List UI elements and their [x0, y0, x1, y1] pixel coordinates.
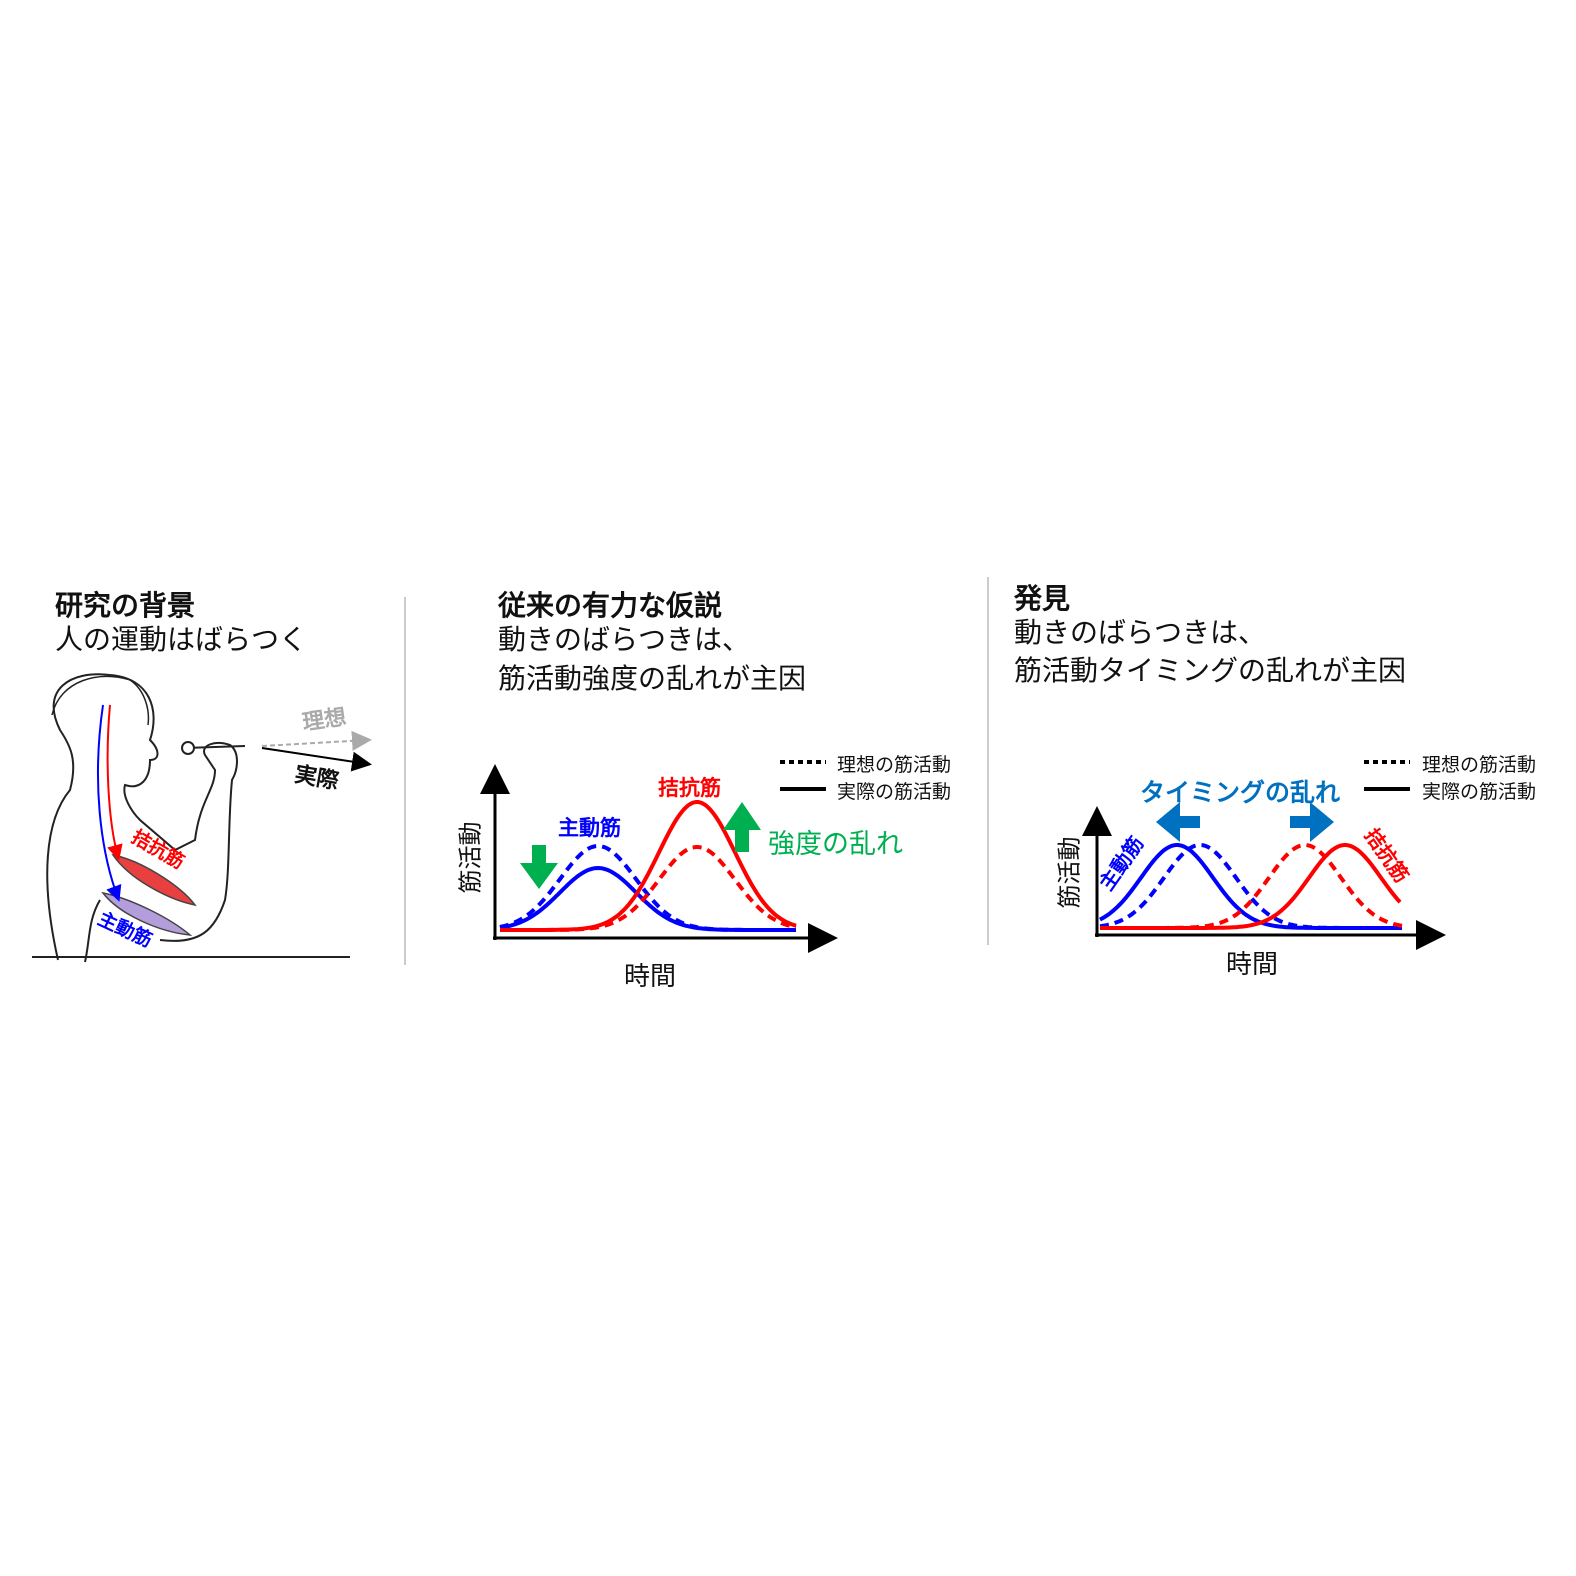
- increase-arrow-icon: [723, 802, 761, 852]
- legend-actual: 実際の筋活動: [837, 781, 952, 803]
- panel1-heading: 研究の背景: [55, 589, 196, 622]
- x-axis-label: 時間: [1226, 950, 1279, 980]
- timing-disorder-label: タイミングの乱れ: [1140, 778, 1341, 807]
- agonist-muscle: [101, 891, 193, 936]
- panel1-subtitle: 人の運動はばらつく: [55, 623, 308, 656]
- agonist-ideal-curve: [499, 843, 796, 932]
- agonist-actual-curve: [499, 865, 796, 932]
- agonist-label: 主動筋: [558, 816, 621, 840]
- decrease-arrow-icon: [520, 845, 558, 889]
- antagonist-actual-curve: [1100, 843, 1402, 930]
- antagonist-ideal-curve: [1100, 843, 1403, 930]
- legend-actual: 実際の筋活動: [1422, 781, 1537, 803]
- panel3-line2: 筋活動タイミングの乱れが主因: [1014, 654, 1407, 687]
- panel3-heading: 発見: [1014, 582, 1071, 615]
- motor-signal-red: [106, 704, 123, 861]
- y-axis-label: 筋活動: [1055, 836, 1084, 909]
- antagonist-muscle: [111, 853, 197, 907]
- motor-signal-blue: [97, 704, 122, 902]
- shift-left-arrow-icon: [1156, 802, 1200, 842]
- panel3-line1: 動きのばらつきは、: [1014, 616, 1267, 649]
- legend-ideal: 理想の筋活動: [837, 754, 952, 776]
- panel2-line2: 筋活動強度の乱れが主因: [498, 662, 807, 695]
- antagonist-label: 拮抗筋: [658, 776, 721, 800]
- actual-arrow: [261, 747, 372, 772]
- ideal-arrow: [261, 730, 372, 751]
- panel2-heading: 従来の有力な仮説: [498, 589, 723, 622]
- agonist-actual-curve: [1099, 843, 1402, 930]
- agonist-ideal-curve: [1099, 842, 1402, 930]
- legend-ideal: 理想の筋活動: [1422, 754, 1537, 776]
- panel2-line1: 動きのばらつきは、: [498, 623, 751, 656]
- person-illustration: [32, 673, 350, 963]
- y-axis-label: 筋活動: [456, 821, 485, 894]
- x-axis-label: 時間: [624, 962, 677, 992]
- shift-right-arrow-icon: [1290, 802, 1334, 842]
- intensity-disorder-label: 強度の乱れ: [768, 829, 903, 860]
- ideal-label: 理想: [300, 705, 348, 736]
- antagonist-actual-curve: [500, 800, 797, 932]
